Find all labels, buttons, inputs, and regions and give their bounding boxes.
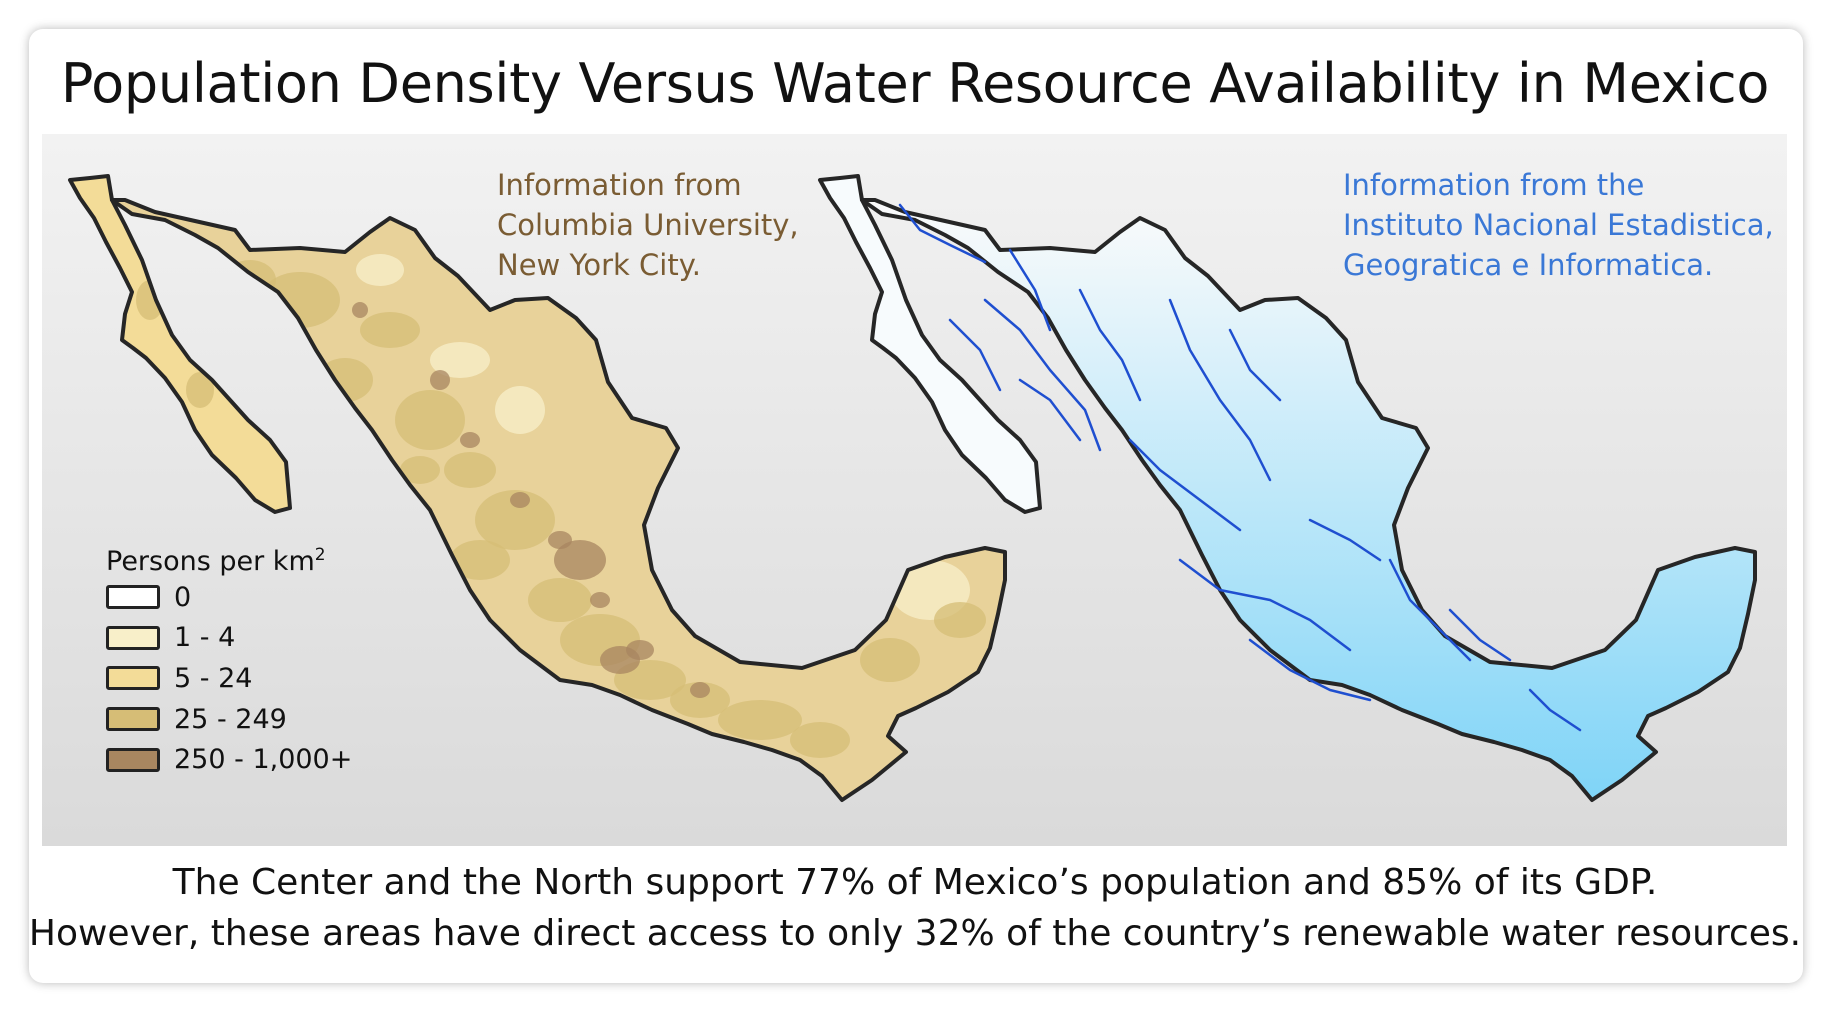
- density-patch: [224, 260, 276, 300]
- density-patch: [400, 456, 440, 484]
- river-line: [1128, 438, 1242, 532]
- legend-swatch: [106, 625, 160, 650]
- density-patch: [450, 540, 510, 580]
- density-patch: [934, 602, 986, 638]
- legend-item: 1 - 4: [106, 618, 352, 659]
- density-patch: [510, 492, 530, 508]
- river-line: [1248, 638, 1372, 702]
- river-line: [1018, 378, 1082, 442]
- density-patch: [360, 312, 420, 348]
- density-patch: [718, 700, 802, 740]
- legend-item: 25 - 249: [106, 699, 352, 740]
- density-patch: [430, 342, 490, 378]
- legend-item: 0: [106, 577, 352, 618]
- density-patch: [554, 540, 606, 580]
- mainland-shape: [112, 200, 1005, 800]
- mainland-shape: [860, 198, 1757, 802]
- density-patch: [590, 592, 610, 608]
- caption-line-2: However, these areas have direct access …: [28, 913, 1802, 954]
- density-patch: [495, 386, 545, 434]
- density-patch: [528, 578, 592, 622]
- legend-swatch: [106, 747, 160, 772]
- density-patch: [352, 302, 368, 318]
- density-patch: [356, 254, 404, 286]
- density-patch: [430, 370, 450, 390]
- density-patch: [186, 372, 214, 408]
- density-patch: [212, 300, 248, 360]
- density-patch: [790, 722, 850, 758]
- river-line: [1228, 328, 1282, 402]
- legend-swatch: [106, 666, 160, 691]
- density-patch: [626, 640, 654, 660]
- page-title: Population Density Versus Water Resource…: [60, 52, 1770, 115]
- water-source-note: Information from the Instituto Nacional …: [1343, 168, 1774, 282]
- density-patch: [670, 682, 730, 718]
- density-patch: [860, 638, 920, 682]
- river-line: [1528, 688, 1582, 732]
- density-patch: [475, 490, 555, 550]
- legend-item: 5 - 24: [106, 658, 352, 699]
- baja-peninsula-shape: [70, 176, 290, 512]
- density-patch: [278, 400, 322, 440]
- baja-peninsula-shape: [818, 174, 1042, 514]
- density-patch: [690, 682, 710, 698]
- river-line: [948, 318, 1002, 392]
- baja-outline: [68, 174, 292, 514]
- caption-line-1: The Center and the North support 77% of …: [172, 862, 1658, 903]
- river-line: [1448, 608, 1512, 662]
- river-line: [1008, 248, 1052, 332]
- density-legend: Persons per km2 0 1 - 4 5 - 24 25 - 249 …: [106, 545, 352, 780]
- river-line: [983, 298, 1102, 452]
- legend-swatch: [106, 585, 160, 610]
- river-line: [1078, 288, 1142, 402]
- mainland-outline: [110, 198, 1007, 802]
- river-line: [1168, 298, 1272, 482]
- legend-swatch: [106, 707, 160, 732]
- river-line: [1388, 558, 1472, 662]
- density-patch: [444, 452, 496, 488]
- density-patch: [460, 432, 480, 448]
- population-source-note: Information from Columbia University, Ne…: [497, 168, 799, 282]
- legend-title: Persons per km2: [106, 545, 326, 577]
- river-line: [1308, 518, 1382, 562]
- legend-item: 250 - 1,000+: [106, 739, 352, 780]
- density-patch: [395, 390, 465, 450]
- density-patch: [548, 531, 572, 549]
- river-line: [898, 203, 987, 264]
- water-resources-map: [818, 174, 1757, 802]
- river-line: [1178, 558, 1352, 652]
